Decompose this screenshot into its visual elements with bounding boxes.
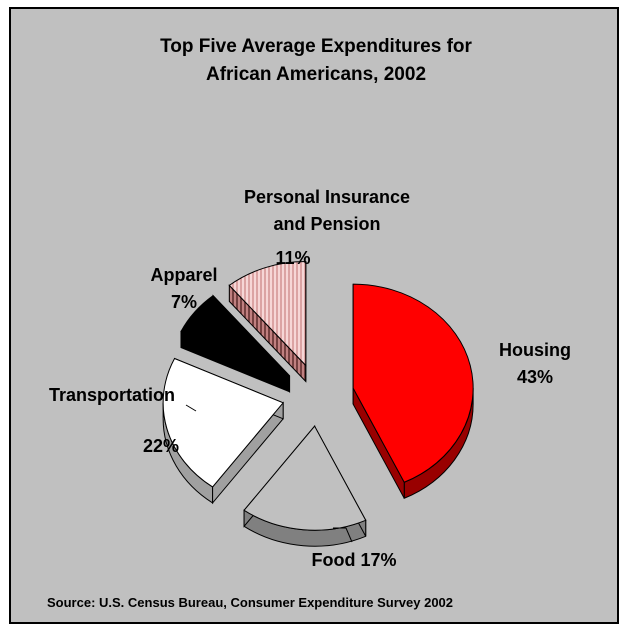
source-note: Source: U.S. Census Bureau, Consumer Exp…: [47, 595, 454, 610]
pie-slice-personal-insurance: [228, 261, 307, 383]
label-personal-insurance-line1: Personal Insurance: [244, 187, 410, 207]
label-personal-insurance-line2: and Pension: [273, 214, 380, 234]
chart-title-line-2: African Americans, 2002: [205, 64, 427, 85]
label-housing: Housing: [499, 340, 571, 360]
label-food: Food 17%: [311, 550, 396, 570]
chart-title-line-1: Top Five Average Expenditures for: [160, 36, 472, 57]
pie-slice-food: [243, 424, 367, 547]
food-leader-line: [333, 527, 353, 543]
label-personal-insurance-value: 11%: [275, 248, 310, 268]
label-transportation: Transportation: [49, 385, 175, 405]
pie-slice-transportation: [162, 357, 284, 505]
label-apparel: Apparel: [150, 265, 217, 285]
pie-slice-apparel: [180, 294, 291, 394]
transportation-leader-line: [185, 404, 197, 412]
label-housing-value: 43%: [517, 367, 553, 387]
label-apparel-value: 7%: [171, 292, 197, 312]
label-transportation-value: 22%: [143, 436, 179, 456]
pie-slice-housing: [352, 283, 474, 500]
